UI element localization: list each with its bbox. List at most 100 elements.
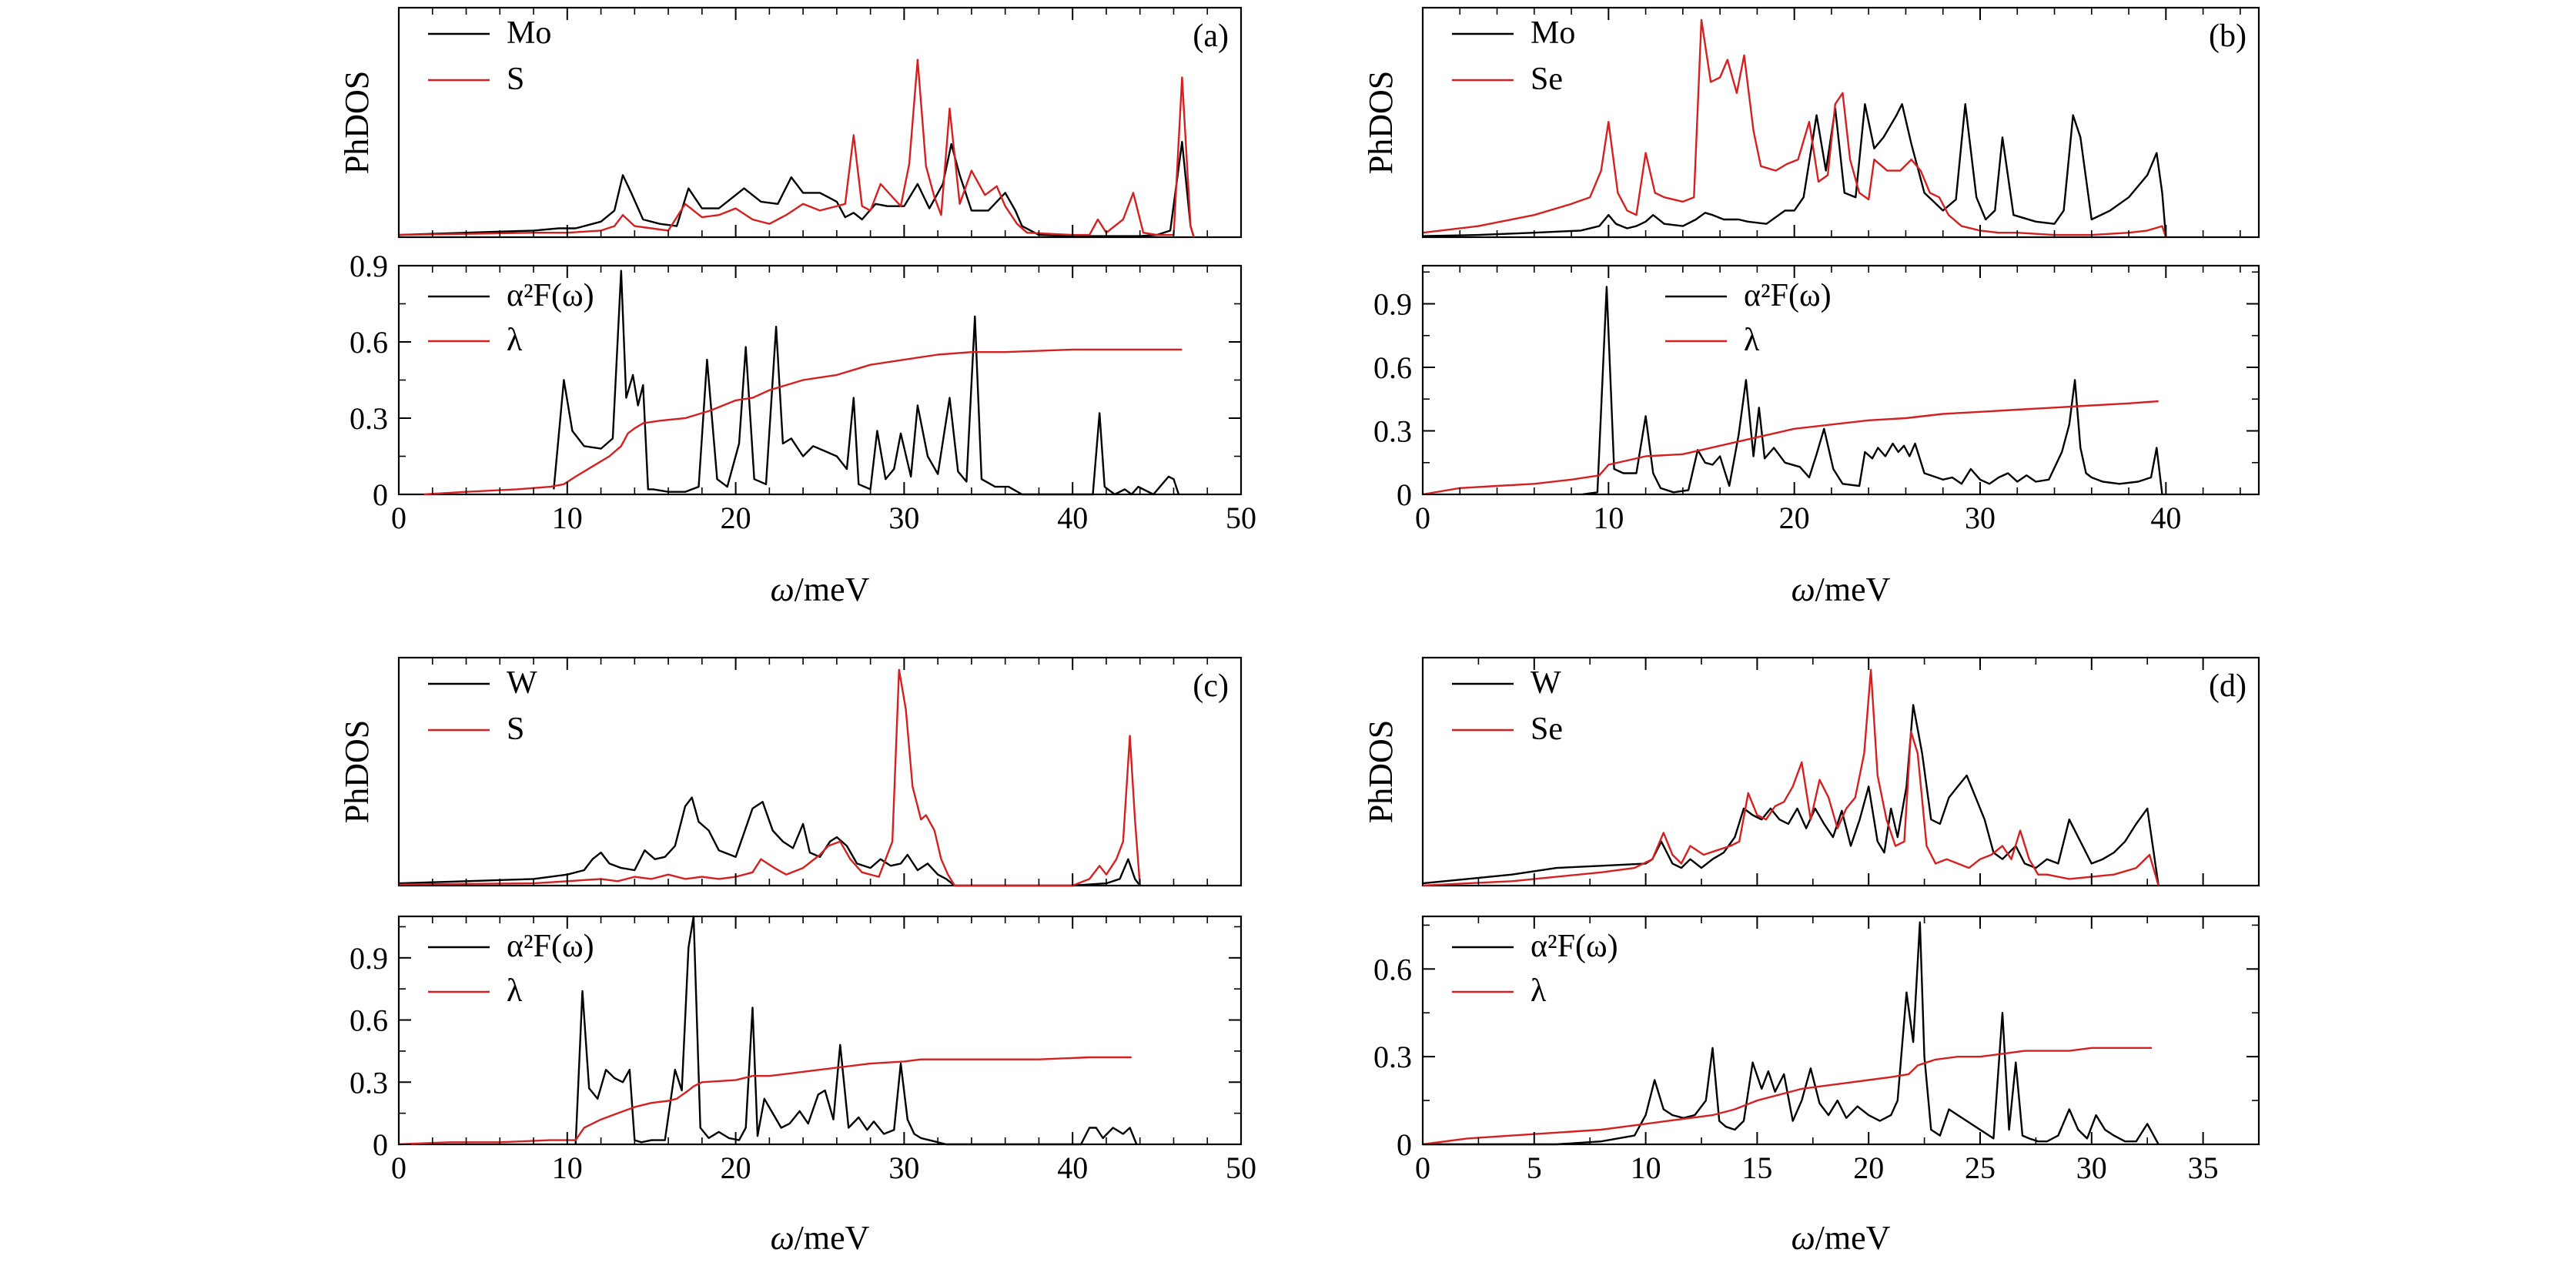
- phdos-legend-label-se: Se: [1531, 62, 1563, 97]
- panel-label: (c): [1193, 668, 1229, 704]
- phdos-legend-label-s: S: [507, 712, 524, 747]
- y-tick-label: 0: [373, 477, 388, 512]
- y-tick-label: 0.6: [1373, 952, 1412, 986]
- eliashberg-plot: 0 0.3 0.6 0.9 0 10 20 30 40 α²F(ω) λ: [1373, 264, 2260, 535]
- lambda-line: [398, 1056, 1132, 1146]
- y-tick-label: 0: [1397, 477, 1412, 512]
- phdos-frame: [397, 6, 1243, 239]
- alpha2F-legend-label: α²F(ω): [507, 929, 594, 964]
- alpha2F-line: [574, 915, 1138, 1146]
- x-tick-label: 35: [2188, 1150, 2219, 1185]
- panel-c: PhDOS WS (c) 0 0.3 0.6 0.9 0 10 20 30 40 50 α²F(ω) λ ω/…: [338, 656, 1256, 1257]
- phdos-line-w: [1422, 704, 2159, 886]
- x-tick-label: 25: [1965, 1150, 1996, 1185]
- y-tick-label: 0: [373, 1127, 388, 1162]
- phdos-plot: PhDOS W Se (d): [1362, 656, 2260, 887]
- phdos-legend-label-mo: Mo: [507, 15, 551, 51]
- phdos-line-mo: [398, 140, 1195, 238]
- phdos-plot: PhDOS Mo S (a): [338, 6, 1243, 239]
- phdos-ylabel: PhDOS: [338, 71, 376, 175]
- lambda-legend-label: λ: [507, 323, 523, 358]
- x-tick-label: 40: [1057, 501, 1088, 535]
- alpha2F-line: [553, 270, 1180, 496]
- x-tick-label: 30: [888, 501, 919, 535]
- panel-label: (a): [1193, 18, 1229, 54]
- phdos-line-s: [398, 59, 1195, 238]
- x-axis-symbol: ω: [771, 571, 795, 608]
- lambda-legend-label: λ: [1531, 973, 1547, 1009]
- x-tick-label: 10: [1631, 1150, 1661, 1185]
- x-axis-unit: /meV: [1815, 571, 1891, 608]
- x-axis-label: ω/meV: [1791, 571, 1891, 608]
- x-axis-unit: /meV: [795, 1219, 870, 1257]
- x-tick-label: 10: [552, 501, 583, 535]
- phdos-legend-label-w: W: [1531, 665, 1561, 701]
- lambda-legend-label: λ: [507, 973, 523, 1009]
- panel-d: PhDOS W Se (d) 0 0.3 0.6 0 5 10 15 20 25 30 35 α²F(ω) λ ω…: [1362, 656, 2260, 1257]
- lambda-line: [1422, 1047, 2152, 1146]
- eliashberg-frame: [1421, 264, 2260, 496]
- phdos-line-se: [1422, 668, 2159, 887]
- phdos-legend-label-s: S: [507, 62, 524, 97]
- x-axis-label: ω/meV: [771, 571, 870, 608]
- phdos-ylabel: PhDOS: [1362, 71, 1400, 175]
- alpha2F-legend-label: α²F(ω): [1744, 278, 1832, 313]
- alpha2F-legend-label: α²F(ω): [507, 278, 594, 313]
- phdos-frame: [1421, 6, 2260, 239]
- panel-label: (d): [2209, 668, 2246, 704]
- alpha2F-legend-label: α²F(ω): [1531, 929, 1618, 964]
- y-tick-label: 0.3: [1373, 1040, 1412, 1074]
- phdos-line-se: [1422, 18, 2167, 238]
- x-axis-unit: /meV: [795, 571, 870, 608]
- y-tick-label: 0.9: [350, 941, 388, 976]
- panel-label: (b): [2209, 18, 2246, 54]
- y-tick-label: 0.3: [350, 401, 388, 436]
- x-tick-label: 20: [721, 501, 751, 535]
- x-axis-label: ω/meV: [1791, 1219, 1891, 1257]
- x-axis-symbol: ω: [771, 1219, 795, 1257]
- x-tick-label: 10: [552, 1150, 583, 1185]
- x-tick-label: 10: [1593, 501, 1624, 535]
- eliashberg-plot: 0 0.3 0.6 0 5 10 15 20 25 30 35 α²F(ω) λ: [1373, 915, 2260, 1185]
- x-tick-label: 30: [888, 1150, 919, 1185]
- x-tick-label: 0: [391, 1150, 406, 1185]
- phdos-line-s: [398, 668, 1141, 887]
- phdos-ylabel: PhDOS: [1362, 720, 1400, 824]
- lambda-line: [423, 348, 1183, 496]
- phdos-frame: [1421, 656, 2260, 887]
- phdos-ylabel: PhDOS: [338, 720, 376, 824]
- x-tick-label: 50: [1226, 1150, 1256, 1185]
- x-tick-label: 0: [1415, 501, 1430, 535]
- phdos-plot: PhDOS Mo Se (b): [1362, 6, 2260, 239]
- phdos-plot: PhDOS WS (c): [338, 656, 1243, 887]
- panel-a: PhDOS Mo S (a) 0 0.3 0.6 0.9 0 10 20 30 40 50 α²F(ω) λ ω…: [338, 6, 1256, 608]
- x-tick-label: 30: [2076, 1150, 2107, 1185]
- x-tick-label: 30: [1965, 501, 1996, 535]
- eliashberg-frame: [397, 915, 1243, 1146]
- y-tick-label: 0.3: [350, 1065, 388, 1100]
- y-tick-label: 0: [1397, 1127, 1412, 1162]
- panel-b: PhDOS Mo Se (b) 0 0.3 0.6 0.9 0 10 20 30 40 α²F(ω) λ ω/…: [1362, 6, 2260, 608]
- x-axis-label: ω/meV: [771, 1219, 870, 1257]
- y-tick-label: 0.6: [350, 325, 388, 360]
- x-tick-label: 50: [1226, 501, 1256, 535]
- x-tick-label: 20: [721, 1150, 751, 1185]
- x-tick-label: 0: [391, 501, 406, 535]
- x-tick-label: 20: [1779, 501, 1810, 535]
- alpha2F-line: [1582, 286, 2163, 496]
- eliashberg-plot: 0 0.3 0.6 0.9 0 10 20 30 40 50 α²F(ω) λ: [350, 249, 1256, 535]
- x-axis-unit: /meV: [1815, 1219, 1891, 1257]
- lambda-line: [1422, 400, 2159, 496]
- lambda-legend-label: λ: [1744, 323, 1760, 358]
- x-axis-symbol: ω: [1791, 571, 1815, 608]
- y-tick-label: 0.9: [350, 249, 388, 283]
- eliashberg-plot: 0 0.3 0.6 0.9 0 10 20 30 40 50 α²F(ω) λ: [350, 915, 1256, 1185]
- x-tick-label: 40: [1057, 1150, 1088, 1185]
- y-tick-label: 0.6: [1373, 350, 1412, 385]
- phdos-legend-label-se: Se: [1531, 712, 1563, 747]
- x-tick-label: 5: [1527, 1150, 1542, 1185]
- y-tick-label: 0.6: [350, 1003, 388, 1038]
- phdos-frame: [397, 656, 1243, 887]
- x-tick-label: 20: [1853, 1150, 1884, 1185]
